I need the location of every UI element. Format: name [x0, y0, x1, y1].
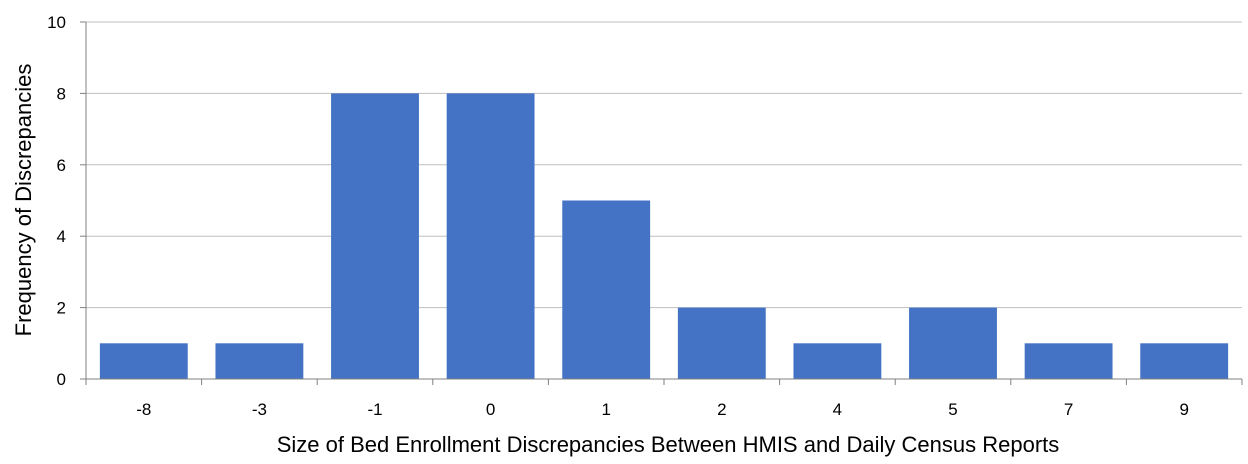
bar: [215, 343, 304, 379]
x-tick-label: 9: [1179, 400, 1188, 419]
y-tick-label: 0: [57, 370, 66, 389]
bar: [562, 200, 651, 379]
bar: [99, 343, 188, 379]
bar: [1140, 343, 1229, 379]
bar: [331, 93, 419, 380]
y-axis-title: Frequency of Discrepancies: [11, 64, 36, 337]
bar: [677, 307, 766, 379]
y-tick-label: 8: [57, 84, 66, 103]
y-tick-labels: 0 2 4 6 8 10: [47, 13, 66, 389]
axes: [80, 21, 1243, 385]
x-tick-label: -3: [252, 400, 267, 419]
bar: [446, 93, 535, 380]
x-tick-label: -8: [136, 400, 151, 419]
y-tick-label: 6: [57, 156, 66, 175]
bar: [1024, 343, 1113, 379]
x-tick-label: -1: [367, 400, 382, 419]
y-tick-label: 2: [57, 299, 66, 318]
x-tick-label: 1: [601, 400, 610, 419]
x-tick-label: 4: [833, 400, 842, 419]
y-tick-label: 10: [47, 13, 66, 32]
y-tick-label: 4: [57, 227, 66, 246]
x-tick-labels: -8 -3 -1 0 1 2 4 5 7 9: [136, 400, 1189, 419]
bar: [793, 343, 882, 379]
x-tick-label: 7: [1064, 400, 1073, 419]
x-tick-label: 2: [717, 400, 726, 419]
x-axis-title: Size of Bed Enrollment Discrepancies Bet…: [277, 432, 1060, 457]
x-tick-label: 5: [948, 400, 957, 419]
x-tick-label: 0: [486, 400, 495, 419]
gridlines: [86, 21, 1242, 309]
bars: [99, 93, 1229, 380]
bar: [909, 307, 997, 379]
